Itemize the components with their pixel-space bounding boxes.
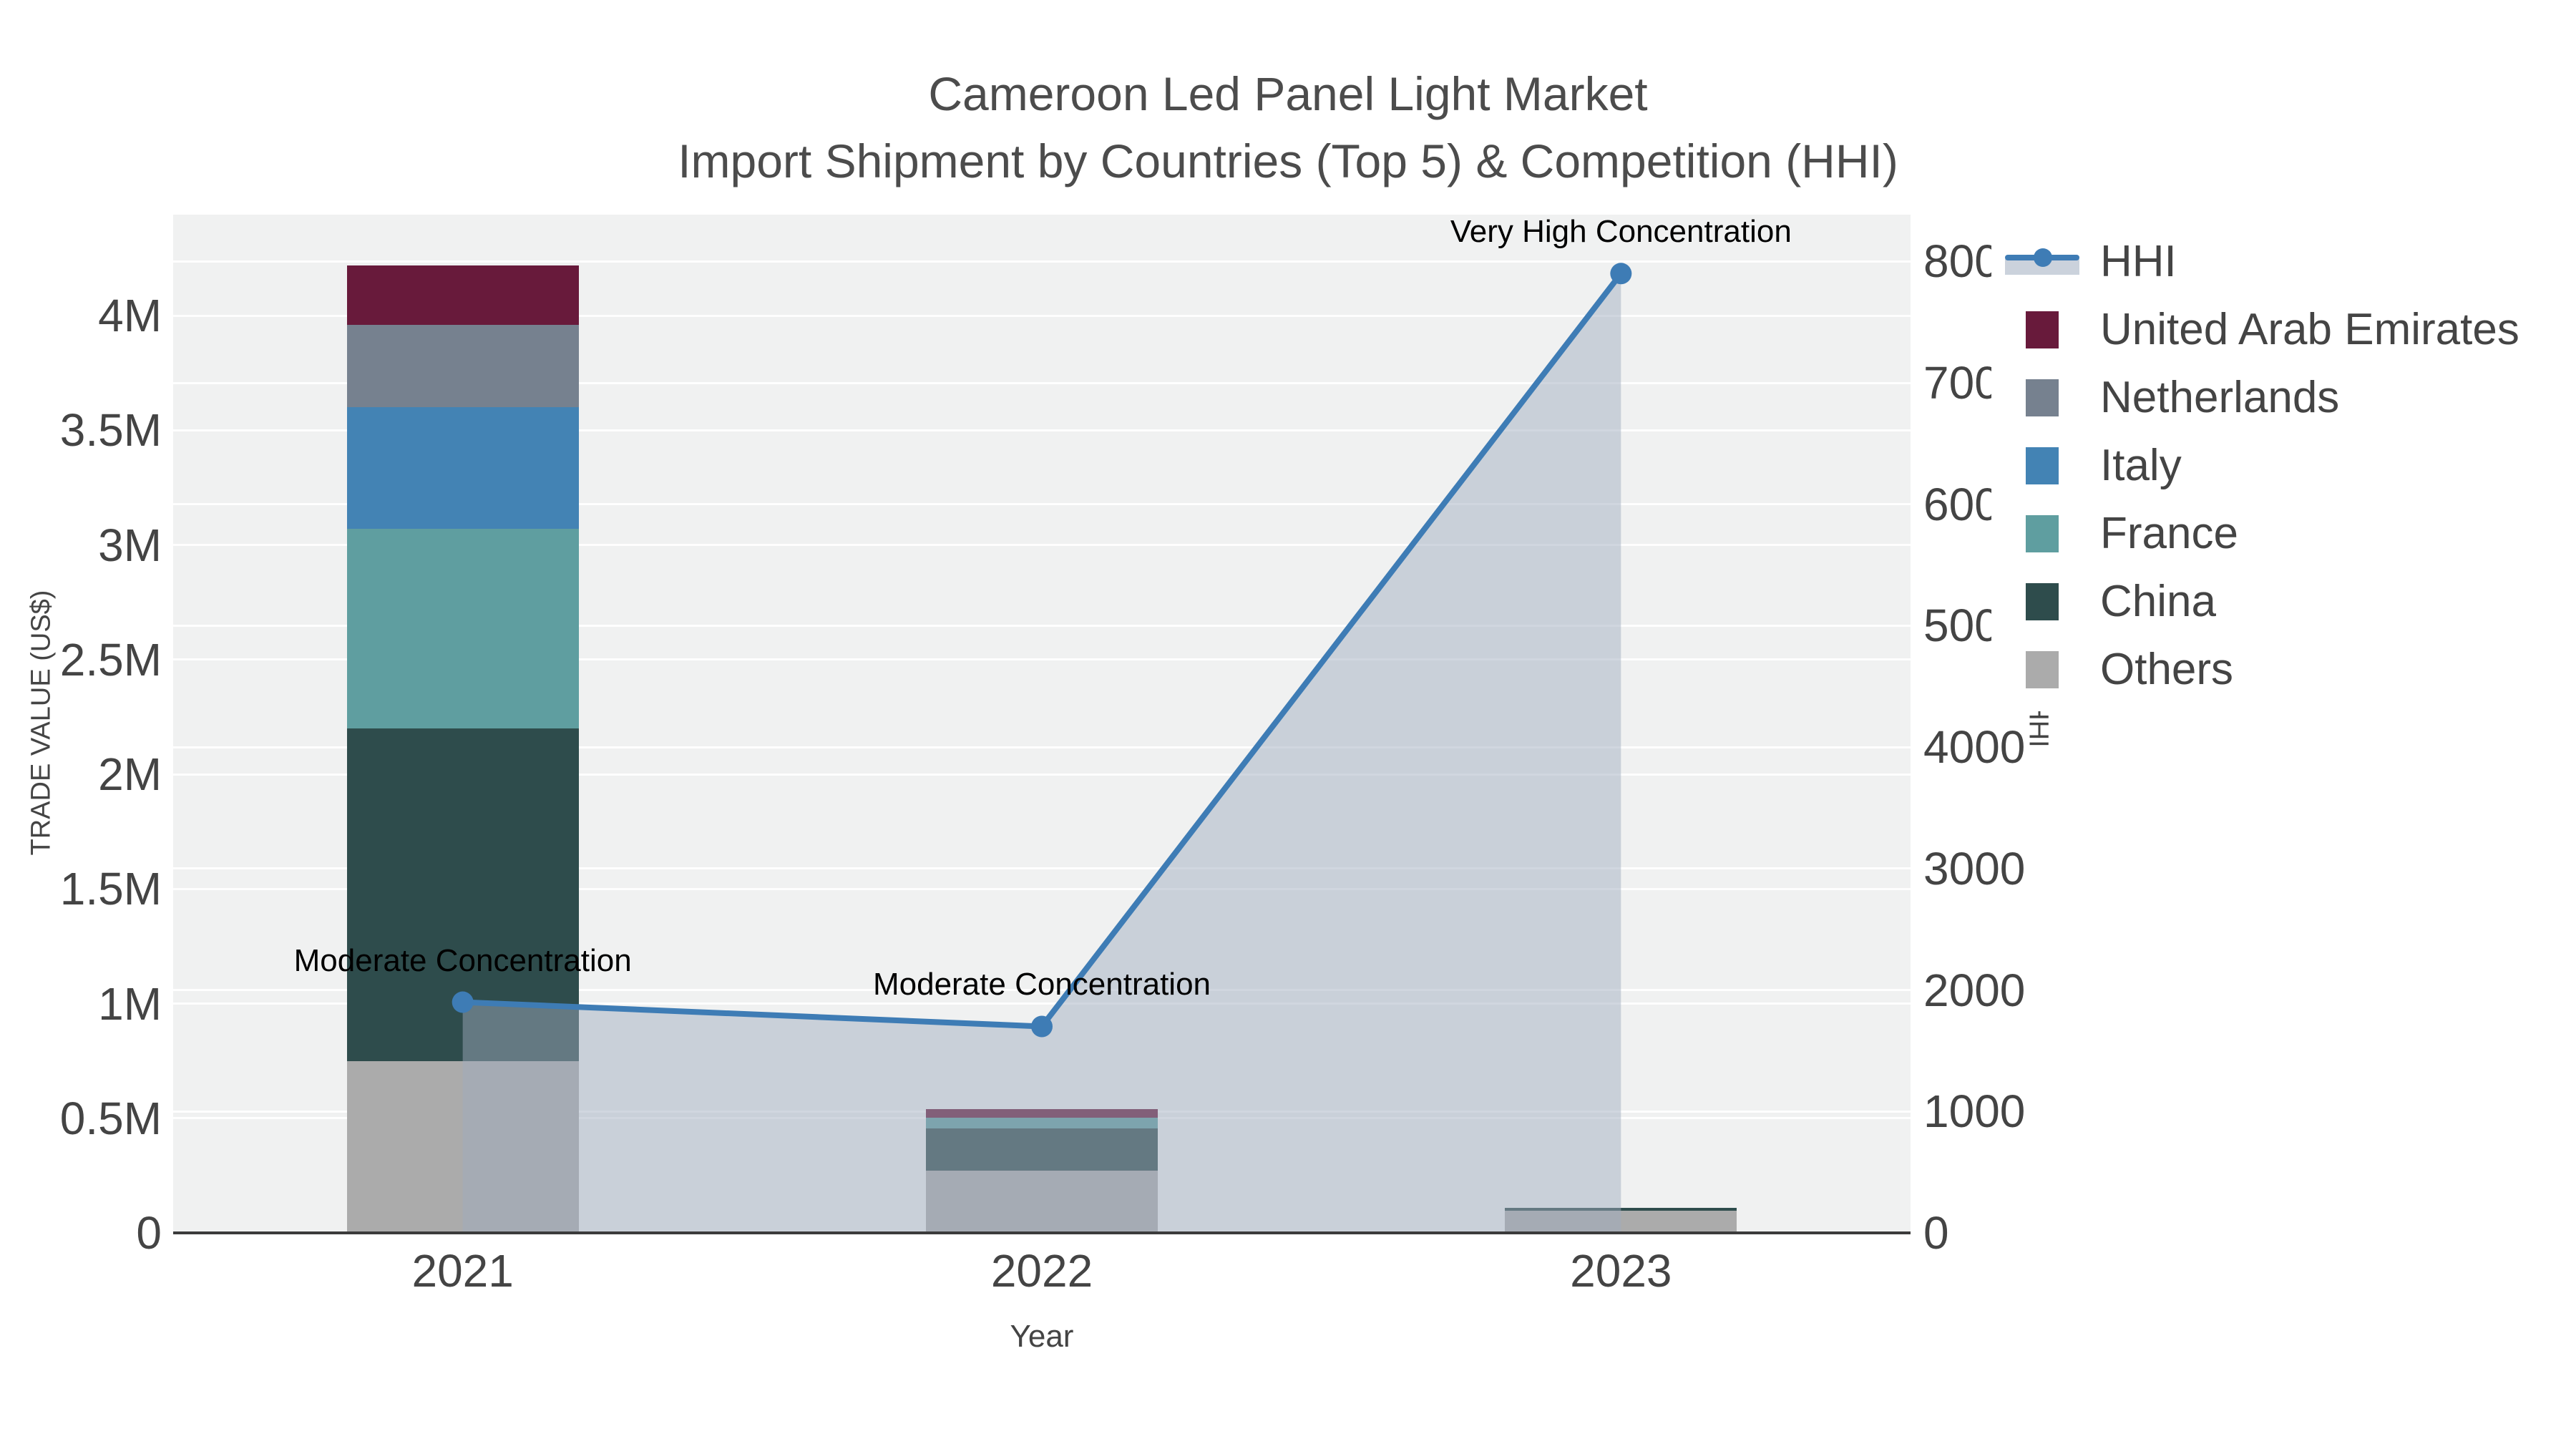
gridline-left-4M <box>173 314 1911 317</box>
x-axis-line <box>173 1231 1911 1234</box>
x-axis-title: Year <box>1010 1319 1074 1354</box>
x-tick-2023: 2023 <box>1570 1245 1672 1297</box>
hhi-fill-sample <box>2005 258 2079 275</box>
bar-segment-france-2021[interactable] <box>346 529 579 728</box>
bar-segment-china-2022[interactable] <box>926 1128 1158 1171</box>
gridline-left-3.5M <box>173 429 1911 431</box>
x-tick-2021: 2021 <box>411 1245 514 1297</box>
legend-swatch-united-arab-emirates <box>2026 311 2059 348</box>
gridline-right-2000 <box>173 989 1911 992</box>
legend-label: Others <box>2100 645 2234 694</box>
gridline-right-6000 <box>173 503 1911 506</box>
bar-segment-others-2023[interactable] <box>1505 1210 1737 1233</box>
legend-swatch-others <box>2026 650 2059 688</box>
legend-line-sample-icon <box>2003 245 2082 279</box>
y-left-tick-3.5M: 3.5M <box>59 404 162 457</box>
bar-segment-united-arab-emirates-2022[interactable] <box>926 1108 1158 1118</box>
bar-segment-netherlands-2021[interactable] <box>346 324 579 408</box>
legend-item-hhi[interactable]: HHI <box>1991 228 2576 296</box>
y-left-tick-1M: 1M <box>98 977 162 1030</box>
y-right-tick-3000: 3000 <box>1923 842 2026 894</box>
gridline-left-2.5M <box>173 658 1911 661</box>
hhi-line-sample-icon <box>2005 245 2079 279</box>
hhi-marker-2022[interactable] <box>1031 1015 1053 1038</box>
legend-label: Netherlands <box>2100 373 2340 422</box>
y-left-tick-1.5M: 1.5M <box>59 863 162 915</box>
legend-item-italy[interactable]: Italy <box>1991 431 2576 499</box>
y-right-tick-1000: 1000 <box>1923 1085 2026 1138</box>
chart-title-line-1: Cameroon Led Panel Light Market <box>928 67 1648 120</box>
hhi-area-fill <box>462 273 1621 1233</box>
bar-segment-others-2021[interactable] <box>346 1060 579 1233</box>
bar-segment-china-2023[interactable] <box>1505 1208 1737 1211</box>
legend-swatch-icon <box>2003 311 2082 348</box>
legend-label: China <box>2100 577 2216 626</box>
legend-swatch-icon <box>2003 447 2082 484</box>
gridline-left-1.5M <box>173 887 1911 890</box>
y-left-axis-title: TRADE VALUE (US$) <box>26 590 57 856</box>
y-right-tick-4000: 4000 <box>1923 721 2026 774</box>
gridline-left-2M <box>173 773 1911 776</box>
gridline-right-3000 <box>173 867 1911 870</box>
plot-area <box>173 215 1911 1233</box>
hhi-line-layer <box>452 263 1632 1233</box>
y-left-tick-0: 0 <box>136 1207 162 1259</box>
gridline-right-5000 <box>173 624 1911 627</box>
chart-title: Cameroon Led Panel Light Market Import S… <box>0 60 2576 195</box>
legend-item-others[interactable]: Others <box>1991 635 2576 703</box>
y-right-tick-2000: 2000 <box>1923 964 2026 1016</box>
y-left-tick-0.5M: 0.5M <box>59 1092 162 1144</box>
legend-item-france[interactable]: France <box>1991 499 2576 567</box>
y-left-tick-4M: 4M <box>98 290 162 342</box>
hhi-marker-2021[interactable] <box>452 991 474 1013</box>
legend-label: Italy <box>2100 441 2182 490</box>
legend-item-united-arab-emirates[interactable]: United Arab Emirates <box>1991 296 2576 364</box>
hhi-marker-2023[interactable] <box>1610 263 1632 285</box>
x-tick-2022: 2022 <box>990 1245 1093 1297</box>
legend-item-china[interactable]: China <box>1991 567 2576 635</box>
annotation-2021: Moderate Concentration <box>293 942 632 978</box>
legend-swatch-netherlands <box>2026 379 2059 416</box>
gridline-right-8000 <box>173 260 1911 263</box>
legend-swatch-china <box>2026 582 2059 620</box>
legend-swatch-icon <box>2003 650 2082 688</box>
legend-swatch-icon <box>2003 582 2082 620</box>
bar-segment-others-2022[interactable] <box>926 1171 1158 1233</box>
legend-label: France <box>2100 509 2238 558</box>
annotation-2022: Moderate Concentration <box>872 967 1211 1002</box>
y-left-tick-2.5M: 2.5M <box>59 633 162 686</box>
gridline-right-7000 <box>173 381 1911 384</box>
legend-swatch-france <box>2026 514 2059 552</box>
y-right-tick-0: 0 <box>1923 1207 1949 1259</box>
y-left-tick-2M: 2M <box>98 748 162 800</box>
hhi-marker-sample <box>2034 248 2052 267</box>
y-left-tick-3M: 3M <box>98 519 162 571</box>
bar-segment-united-arab-emirates-2021[interactable] <box>346 265 579 325</box>
bar-segment-france-2022[interactable] <box>926 1118 1158 1129</box>
gridline-left-1M <box>173 1002 1911 1005</box>
legend-swatch-italy <box>2026 447 2059 484</box>
legend-item-netherlands[interactable]: Netherlands <box>1991 364 2576 431</box>
legend: HHI United Arab Emirates Netherlands Italy F… <box>1991 228 2576 711</box>
legend-label: United Arab Emirates <box>2100 305 2519 354</box>
bar-segment-italy-2021[interactable] <box>346 407 579 530</box>
legend-swatch-icon <box>2003 379 2082 416</box>
legend-label: HHI <box>2100 237 2177 286</box>
annotation-2023: Very High Concentration <box>1450 214 1792 250</box>
chart-title-line-2: Import Shipment by Countries (Top 5) & C… <box>678 135 1898 187</box>
legend-swatch-icon <box>2003 514 2082 552</box>
gridline-left-3M <box>173 544 1911 546</box>
gridline-right-4000 <box>173 746 1911 748</box>
